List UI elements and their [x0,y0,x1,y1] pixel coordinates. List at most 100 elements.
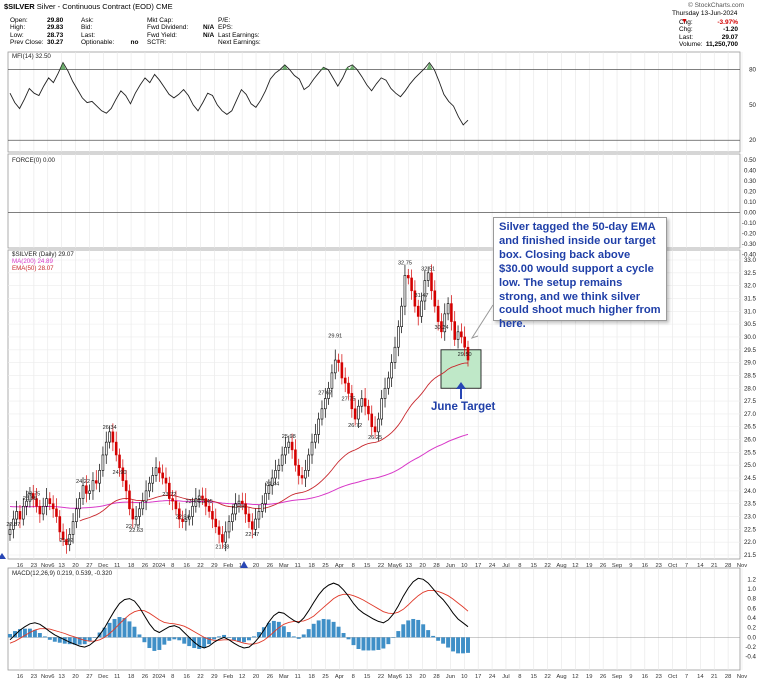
candle-body [124,480,128,492]
candle-body [81,485,85,499]
macd-hist-bar [202,637,207,649]
symbol-description: Silver - Continuous Contract (EOD) CME [36,2,173,11]
header-col4: P/E: EPS: Last Earnings: Next Earnings: [218,17,261,47]
macd-hist-bar [406,620,411,638]
candle-body [284,446,287,456]
macd-hist-bar [401,624,406,638]
x-tick-label: 23 [31,563,37,569]
macd-x-tick-label: 11 [114,674,120,680]
candle-body [231,513,234,522]
candle-body [423,280,427,302]
macd-hist-bar [286,632,291,638]
price-value-label: 21.98 [215,545,229,551]
candle-body [71,521,75,535]
candle-body [450,303,453,322]
candle-body [134,516,138,520]
candle-body [224,531,228,543]
macd-x-tick-label: Feb [223,674,233,680]
macd-x-tick-label: 26 [600,674,606,680]
candle-body [373,426,377,433]
price-tick-label: 31.5 [744,295,757,302]
candle-body [174,500,178,510]
macd-hist-bar [212,637,217,640]
macd-x-tick-label: Nov [737,674,747,680]
candle-body [118,454,121,469]
x-tick-label: 26 [267,563,273,569]
candle-body [58,516,62,533]
candle-body [290,441,294,451]
candle-body [164,477,168,484]
price-value-label: 27.67 [318,391,332,397]
x-tick-label: 16 [642,563,648,569]
macd-hist-bar [232,637,236,641]
macd-x-tick-label: Oct [668,674,677,680]
candle-body [65,539,68,546]
candle-body [436,305,440,322]
macd-hist-bar [107,622,112,638]
macd-hist-bar [152,637,157,651]
x-tick-label: 11 [295,563,301,569]
price-tick-label: 27.0 [744,411,757,418]
x-tick-label: 16 [17,563,23,569]
candle-body [420,300,423,317]
candle-body [12,518,15,530]
macd-x-tick-label: 18 [128,674,134,680]
macd-hist-bar [421,624,426,638]
price-tick-label: 29.0 [744,360,757,367]
macd-hist-bar [366,637,371,651]
price-tick-label: 22.0 [744,539,757,546]
header-right-values: -3.97% -1.20 29.07 11,250,700 [705,19,738,49]
candle-body [168,482,171,499]
macd-hist-bar [446,637,451,648]
macd-x-tick-label: 12 [572,674,578,680]
macd-x-tick-label: 22 [378,674,384,680]
candle-body [95,480,98,484]
macd-hist-bar [326,619,331,638]
macd-tick-label: -0.2 [745,644,756,651]
x-tick-label: 9 [629,563,632,569]
candle-body [21,505,25,520]
x-tick-label: 12 [572,563,578,569]
candle-body [310,441,314,456]
x-tick-label: 26 [600,563,606,569]
candle-body [274,470,277,479]
x-tick-label: 22 [544,563,550,569]
macd-hist-bar [197,637,202,649]
macd-x-tick-label: 19 [586,674,592,680]
macd-hist-bar [346,637,351,640]
candle-body [131,508,135,520]
price-value-label: 22.78 [126,524,140,530]
macd-x-tick-label: Dec [98,674,108,680]
macd-x-tick-label: 18 [308,674,314,680]
price-value-label: 23.72 [162,492,176,498]
candle-body [141,500,145,510]
macd-hist-bar [47,637,52,640]
macd-hist-bar [411,618,416,638]
macd-x-tick-label: 22 [544,674,550,680]
mfi-legend: MFI(14) 32.50 [12,53,51,60]
x-tick-label: 13 [406,563,412,569]
macd-x-tick-label: 20 [253,674,259,680]
macd-hist-bar [142,637,147,643]
candle-body [254,518,257,530]
macd-hist-bar [381,637,386,649]
price-tick-label: 21.5 [744,552,757,559]
price-value-label: 25.98 [282,434,296,440]
candle-body [148,482,151,492]
macd-x-tick-label: Apr [335,674,344,680]
candle-body [257,511,261,520]
macd-hist-bar [271,620,276,638]
candle-body [413,290,417,307]
macd-x-tick-label: 23 [655,674,661,680]
macd-tick-label: 0.6 [747,605,756,612]
mfi-overbought-fill [281,64,288,70]
mfi-tick-label: 20 [749,137,756,144]
candle-body [337,359,340,363]
candle-body [460,331,463,338]
ema50-legend: EMA(50) 28.07 [12,265,54,272]
macd-tick-label: 0.0 [747,634,756,641]
macd-x-tick-label: 17 [475,674,481,680]
macd-x-tick-label: Jun [446,674,455,680]
macd-hist-bar [466,637,470,653]
x-tick-label: Oct [668,563,677,569]
